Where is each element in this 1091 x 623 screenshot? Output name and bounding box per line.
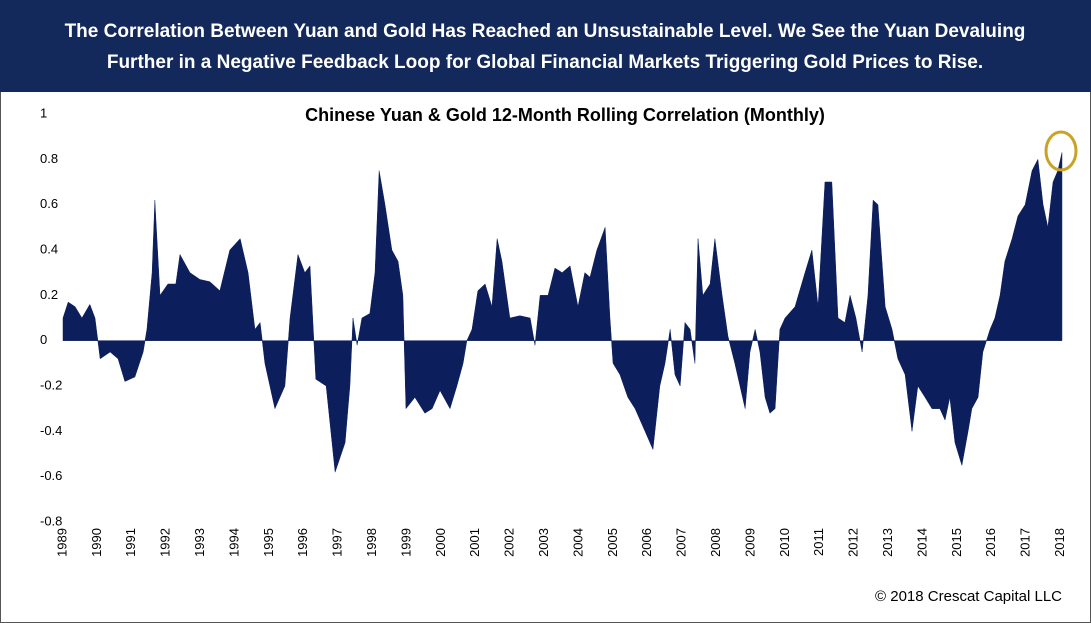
x-tick-label: 2001 (467, 528, 482, 557)
x-tick-label: 2004 (570, 528, 585, 557)
y-tick-label: 0.2 (40, 287, 58, 302)
x-tick-label: 2003 (536, 528, 551, 557)
x-tick-label: 1997 (330, 528, 345, 557)
y-tick-label: 0.8 (40, 151, 58, 166)
y-tick-label: 1 (40, 105, 47, 120)
y-tick-label: -0.6 (40, 468, 62, 483)
header-line: The Correlation Between Yuan and Gold Ha… (65, 21, 1026, 42)
x-tick-label: 2006 (639, 528, 654, 557)
x-tick-label: 2018 (1052, 528, 1067, 557)
highlight-circle (1044, 130, 1078, 172)
y-tick-label: 0.6 (40, 196, 58, 211)
source: © 2018 Crescat Capital LLC (875, 588, 1062, 605)
y-tick-label: -0.2 (40, 377, 62, 392)
y-tick-label: -0.4 (40, 423, 62, 438)
x-tick-label: 1995 (261, 528, 276, 557)
x-tick-label: 1998 (364, 528, 379, 557)
x-tick-label: 1993 (192, 528, 207, 557)
x-tick-label: 2011 (811, 528, 826, 556)
x-tick-label: 2010 (777, 528, 792, 557)
x-tick-label: 2017 (1018, 528, 1033, 557)
y-tick-label: -0.8 (40, 513, 62, 528)
x-tick-label: 2007 (674, 528, 689, 557)
x-tick-label: 1992 (158, 528, 173, 557)
x-tick-label: 2002 (502, 528, 517, 557)
x-tick-label: 1991 (123, 528, 138, 557)
x-tick-label: 2012 (846, 528, 861, 557)
area (62, 152, 1063, 473)
y-tick-label: 0.4 (40, 241, 58, 256)
x-tick-label: 2014 (914, 528, 929, 557)
x-tick-label: 2005 (605, 528, 620, 557)
chart-title: Chinese Yuan & Gold 12-Month Rolling Cor… (305, 105, 825, 125)
x-tick-label: 2015 (949, 528, 964, 557)
x-tick-label: 2000 (433, 528, 448, 557)
x-tick-label: 1989 (54, 528, 69, 557)
header-band (0, 0, 1091, 92)
header-line: Further in a Negative Feedback Loop for … (107, 52, 983, 73)
x-tick-label: 1996 (295, 528, 310, 557)
x-tick-label: 1990 (89, 528, 104, 557)
x-tick-label: 1994 (226, 528, 241, 557)
x-tick-label: 2008 (708, 528, 723, 557)
x-tick-label: 1999 (398, 528, 413, 557)
x-tick-label: 2016 (983, 528, 998, 557)
y-tick-label: 0 (40, 332, 47, 347)
x-tick-label: 2009 (742, 528, 757, 557)
x-tick-label: 2013 (880, 528, 895, 557)
